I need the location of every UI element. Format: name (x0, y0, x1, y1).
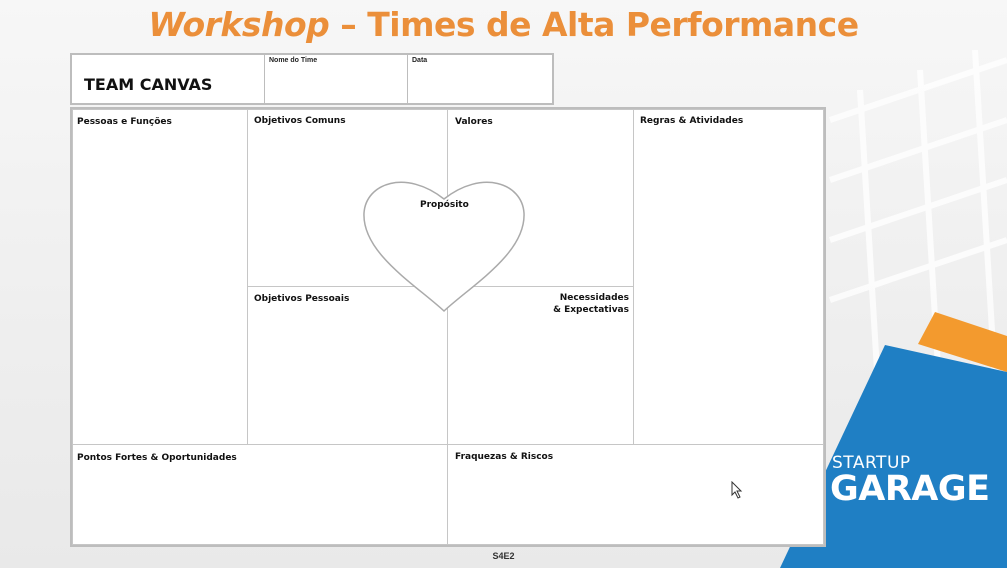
slide-title: Workshop – Times de Alta Performance (0, 5, 1007, 44)
logo-garage-text: GARAGE (830, 469, 990, 509)
canvas-header: TEAM CANVAS Nome do Time Data (70, 53, 554, 105)
logo-blue-shape (780, 345, 1007, 568)
label-pessoas-funcoes: Pessoas e Funções (77, 117, 172, 127)
label-objetivos-comuns: Objetivos Comuns (254, 116, 346, 126)
mouse-cursor-icon (731, 481, 743, 499)
team-name-label: Nome do Time (269, 57, 318, 64)
heart-shape (363, 181, 525, 313)
team-canvas-heading: TEAM CANVAS (84, 75, 213, 94)
label-necessidades: Necessidades & Expectativas (553, 292, 629, 316)
cell-pessoas-funcoes: Pessoas e Funções (72, 109, 248, 445)
cell-regras-atividades: Regras & Atividades (633, 109, 824, 445)
logo-orange-shape (918, 312, 1007, 372)
label-fraquezas-riscos: Fraquezas & Riscos (455, 452, 554, 462)
label-objetivos-pessoais: Objetivos Pessoais (254, 294, 350, 304)
label-valores: Valores (455, 117, 493, 127)
logo-startup-text: STARTUP (832, 453, 911, 473)
date-field[interactable]: Data (407, 55, 553, 103)
canvas-grid: Pessoas e Funções Objetivos Comuns Valor… (70, 107, 826, 547)
slide-title-italic: Workshop (148, 5, 330, 44)
label-proposito: Propósito (420, 200, 469, 210)
label-necessidades-line1: Necessidades (559, 293, 629, 303)
team-name-field[interactable]: Nome do Time (264, 55, 407, 103)
label-necessidades-line2: & Expectativas (553, 305, 629, 315)
cell-fraquezas-riscos: Fraquezas & Riscos (447, 444, 824, 545)
date-label: Data (412, 57, 428, 64)
label-regras-atividades: Regras & Atividades (640, 116, 744, 126)
footer-code: S4E2 (492, 551, 515, 561)
team-canvas-board: TEAM CANVAS Nome do Time Data Pessoas e … (70, 53, 826, 547)
label-pontos-fortes: Pontos Fortes & Oportunidades (77, 453, 237, 463)
cell-pontos-fortes: Pontos Fortes & Oportunidades (72, 444, 448, 545)
slide-title-rest: – Times de Alta Performance (329, 5, 859, 44)
